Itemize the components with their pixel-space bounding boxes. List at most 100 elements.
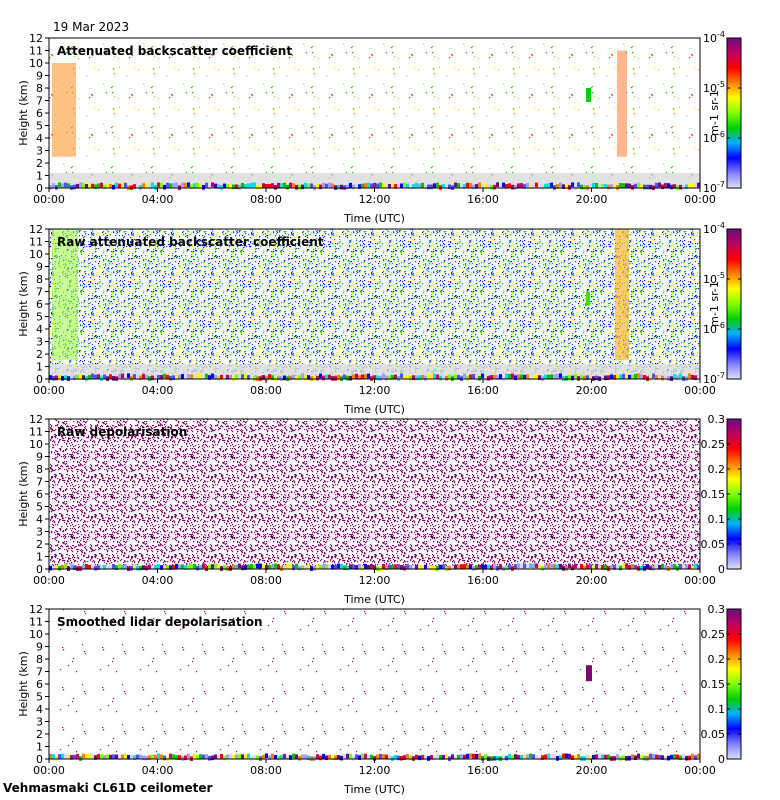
surface-layer-cell (652, 373, 655, 379)
surface-layer-cell (625, 563, 628, 569)
surface-layer-cell (418, 755, 421, 761)
surface-layer-cell (364, 183, 367, 188)
surface-layer-cell (100, 182, 103, 188)
surface-layer-cell (424, 755, 427, 760)
x-axis-label: Time (UTC) (343, 593, 405, 606)
surface-layer-cell (550, 182, 553, 188)
surface-layer-cell (433, 755, 436, 761)
y-tick-label: 1 (36, 170, 43, 183)
surface-layer-cell (442, 564, 445, 569)
surface-layer-cell (283, 182, 286, 188)
surface-layer-cell (505, 565, 508, 570)
surface-layer-cell (673, 754, 676, 759)
x-tick-label: 00:00 (684, 193, 716, 206)
y-tick-label: 9 (36, 641, 43, 654)
surface-layer-cell (646, 564, 649, 569)
surface-layer-cell (355, 754, 358, 759)
surface-layer-cell (124, 753, 127, 759)
x-tick-label: 08:00 (250, 764, 282, 777)
surface-layer-cell (532, 754, 535, 759)
surface-layer-cell (106, 183, 109, 189)
colorbar (726, 37, 742, 189)
surface-layer-cell (568, 753, 571, 759)
colorbar-tick-label: 0.05 (701, 538, 726, 551)
surface-layer-cell (229, 566, 232, 571)
surface-layer-cell (109, 183, 112, 189)
surface-layer-cell (79, 374, 82, 379)
surface-layer-cell (166, 374, 169, 380)
surface-layer-cell (391, 182, 394, 188)
surface-layer-cell (97, 374, 100, 379)
colorbar (726, 228, 742, 380)
x-axis-label: Time (UTC) (343, 783, 405, 796)
surface-layer-cell (130, 375, 133, 381)
surface-layer-cell (349, 564, 352, 570)
surface-layer-cell (652, 753, 655, 759)
surface-layer-cell (100, 564, 103, 569)
surface-layer-cell (460, 564, 463, 569)
surface-layer-cell (388, 755, 391, 760)
surface-layer-cell (637, 753, 640, 759)
surface-layer-cell (70, 563, 73, 569)
surface-layer-cell (613, 183, 616, 189)
surface-layer-cell (178, 564, 181, 570)
surface-layer-cell (274, 185, 277, 190)
surface-layer-cell (319, 755, 322, 761)
surface-layer-cell (247, 183, 250, 189)
surface-layer-cell (445, 753, 448, 759)
surface-layer-cell (481, 183, 484, 189)
surface-layer-cell (688, 373, 691, 379)
surface-layer-cell (520, 374, 523, 380)
surface-layer-cell (697, 565, 700, 570)
surface-layer-cell (667, 376, 670, 381)
surface-layer-cell (376, 183, 379, 189)
surface-layer-cell (406, 183, 409, 189)
x-tick-label: 00:00 (684, 574, 716, 587)
surface-layer-cell (118, 755, 121, 761)
surface-layer-cell (616, 374, 619, 380)
surface-layer-cell (247, 375, 250, 380)
y-tick-label: 11 (29, 236, 43, 249)
surface-layer-cell (64, 375, 67, 381)
surface-layer-cell (244, 565, 247, 570)
surface-layer-cell (157, 374, 160, 380)
x-tick-label: 04:00 (142, 193, 174, 206)
surface-layer-cell (577, 182, 580, 188)
surface-layer-cell (658, 565, 661, 570)
surface-layer-cell (229, 184, 232, 190)
surface-layer-cell (511, 566, 514, 571)
surface-layer-cell (259, 563, 262, 569)
surface-layer-cell (619, 565, 622, 571)
surface-layer-cell (400, 565, 403, 570)
surface-layer-cell (208, 375, 211, 380)
surface-layer-cell (625, 183, 628, 189)
y-tick-label: 8 (36, 82, 43, 95)
surface-layer-cell (454, 755, 457, 761)
surface-layer-cell (511, 755, 514, 760)
surface-layer-cell (85, 754, 88, 759)
surface-layer-cell (199, 373, 202, 379)
surface-layer-cell (619, 374, 622, 380)
surface-layer-cell (175, 755, 178, 760)
surface-layer-cell (262, 375, 265, 380)
surface-layer-cell (349, 375, 352, 381)
surface-layer-cell (517, 183, 520, 189)
surface-layer-cell (253, 182, 256, 188)
surface-layer-cell (493, 184, 496, 190)
surface-layer-cell (241, 182, 244, 188)
surface-layer-cell (331, 376, 334, 381)
surface-layer-cell (133, 564, 136, 570)
surface-layer-cell (415, 565, 418, 570)
surface-layer-cell (274, 754, 277, 760)
surface-layer-cell (601, 374, 604, 379)
surface-layer-cell (541, 755, 544, 760)
surface-layer-cell (154, 185, 157, 190)
y-tick-label: 9 (36, 70, 43, 83)
surface-layer-cell (232, 754, 235, 760)
date-label: 19 Mar 2023 (53, 20, 130, 34)
y-tick-label: 8 (36, 653, 43, 666)
surface-layer-cell (160, 182, 163, 188)
surface-layer-cell (145, 755, 148, 761)
surface-layer-cell (223, 755, 226, 761)
surface-layer-cell (448, 184, 451, 190)
